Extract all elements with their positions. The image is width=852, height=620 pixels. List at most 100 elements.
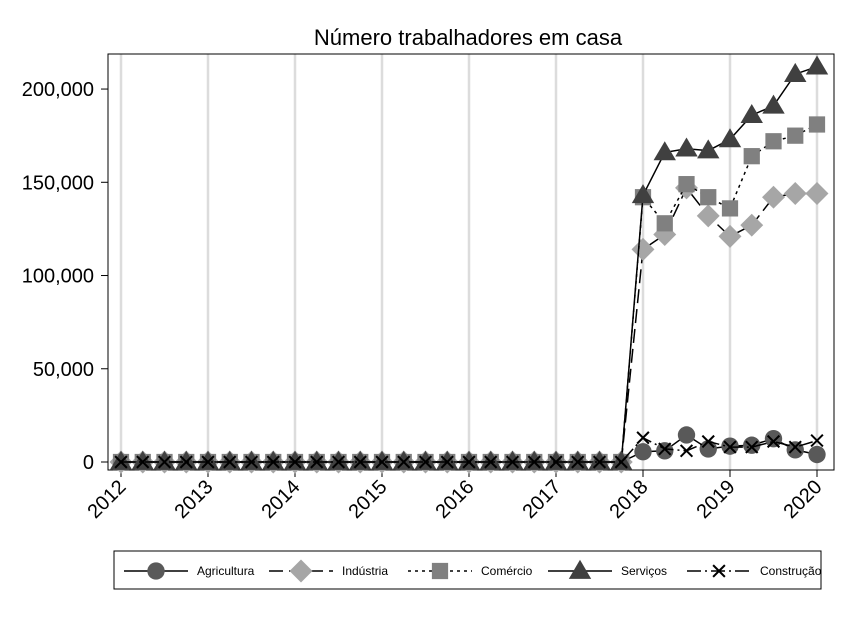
data-point-construcao bbox=[136, 455, 150, 469]
data-point-servicos bbox=[610, 450, 633, 470]
data-point-servicos bbox=[218, 450, 241, 470]
data-point-comercio bbox=[656, 215, 673, 232]
data-point-industria bbox=[783, 181, 807, 205]
legend-label-construcao: Construção bbox=[760, 564, 822, 578]
data-point-construcao bbox=[484, 455, 498, 469]
legend-marker-construcao bbox=[712, 564, 726, 578]
data-point-servicos bbox=[566, 450, 589, 470]
data-point-servicos bbox=[784, 62, 807, 82]
data-point-construcao bbox=[157, 455, 172, 469]
data-point-comercio bbox=[678, 176, 695, 193]
data-point-servicos bbox=[436, 450, 459, 470]
data-point-construcao bbox=[788, 440, 802, 454]
data-point-servicos bbox=[283, 450, 307, 470]
data-point-servicos bbox=[805, 55, 829, 75]
data-point-servicos bbox=[588, 450, 611, 470]
legend-label-industria: Indústria bbox=[342, 564, 388, 578]
grid-lines bbox=[119, 54, 819, 470]
data-point-construcao bbox=[440, 455, 454, 469]
data-point-construcao bbox=[397, 455, 411, 469]
data-point-agricultura bbox=[786, 441, 804, 459]
x-tick-label: 2012 bbox=[84, 476, 131, 523]
legend-item-industria: Indústria bbox=[269, 559, 388, 583]
x-tick-label: 2013 bbox=[171, 476, 218, 523]
data-point-construcao bbox=[505, 455, 520, 469]
data-point-construcao bbox=[114, 455, 128, 469]
data-point-comercio bbox=[765, 133, 782, 150]
data-point-agricultura bbox=[808, 445, 826, 464]
data-point-servicos bbox=[175, 450, 198, 470]
data-point-servicos bbox=[109, 450, 133, 470]
legend-marker-comercio bbox=[431, 562, 449, 580]
data-point-comercio bbox=[721, 200, 739, 217]
legend-label-comercio: Comércio bbox=[481, 564, 533, 578]
data-point-servicos bbox=[131, 450, 154, 470]
data-point-servicos bbox=[414, 450, 437, 470]
x-tick-label: 2016 bbox=[432, 476, 479, 523]
data-point-construcao bbox=[658, 442, 672, 456]
data-point-construcao bbox=[179, 455, 193, 469]
data-point-construcao bbox=[266, 455, 280, 469]
data-point-construcao bbox=[549, 455, 563, 469]
legend-marker-servicos bbox=[568, 559, 592, 579]
data-point-servicos bbox=[370, 450, 394, 470]
data-point-servicos bbox=[327, 450, 350, 470]
legend-marker-industria bbox=[289, 559, 313, 583]
data-point-servicos bbox=[153, 450, 176, 470]
data-point-construcao bbox=[244, 455, 259, 469]
data-point-agricultura bbox=[656, 442, 674, 460]
data-point-servicos bbox=[762, 94, 785, 114]
data-point-construcao bbox=[418, 455, 433, 469]
data-point-agricultura bbox=[677, 426, 696, 444]
data-point-comercio bbox=[787, 127, 804, 144]
data-point-industria bbox=[740, 213, 764, 237]
data-point-servicos bbox=[262, 450, 285, 470]
data-point-construcao bbox=[201, 455, 215, 469]
data-point-servicos bbox=[305, 450, 328, 470]
data-point-industria bbox=[631, 237, 655, 261]
data-point-servicos bbox=[653, 141, 676, 161]
data-point-construcao bbox=[592, 455, 607, 469]
legend-item-agricultura: Agricultura bbox=[124, 562, 255, 580]
data-point-construcao bbox=[331, 455, 346, 469]
data-point-agricultura bbox=[743, 436, 761, 454]
data-point-construcao bbox=[810, 433, 824, 448]
data-point-servicos bbox=[740, 103, 763, 123]
data-point-servicos bbox=[240, 450, 263, 470]
data-point-servicos bbox=[479, 450, 502, 470]
data-point-servicos bbox=[697, 139, 720, 159]
data-point-agricultura bbox=[764, 430, 783, 448]
data-point-servicos bbox=[675, 137, 698, 157]
data-point-servicos bbox=[501, 450, 524, 470]
legend-item-construcao: Construção bbox=[687, 564, 822, 578]
series-layer bbox=[109, 55, 829, 474]
y-tick-label: 150,000 bbox=[22, 172, 94, 194]
y-tick-label: 50,000 bbox=[33, 359, 94, 381]
data-point-servicos bbox=[631, 184, 655, 204]
data-point-construcao bbox=[745, 440, 759, 454]
x-tick-label: 2019 bbox=[693, 476, 740, 523]
x-tick-label: 2014 bbox=[258, 476, 305, 523]
data-point-construcao bbox=[679, 444, 694, 458]
data-point-construcao bbox=[462, 455, 476, 469]
data-point-construcao bbox=[223, 455, 237, 469]
data-point-servicos bbox=[457, 450, 481, 470]
x-tick-label: 2017 bbox=[519, 476, 566, 523]
data-point-servicos bbox=[392, 450, 415, 470]
data-point-construcao bbox=[636, 431, 650, 445]
y-tick-label: 200,000 bbox=[22, 79, 94, 101]
x-tick-label: 2015 bbox=[345, 476, 392, 523]
data-point-industria bbox=[696, 204, 720, 228]
data-point-construcao bbox=[614, 455, 628, 469]
data-point-servicos bbox=[196, 450, 220, 470]
data-point-agricultura bbox=[634, 443, 652, 461]
data-point-construcao bbox=[766, 434, 781, 449]
x-tick-label: 2018 bbox=[606, 476, 653, 523]
y-tick-label: 100,000 bbox=[22, 266, 94, 288]
legend-label-agricultura: Agricultura bbox=[197, 564, 255, 578]
legend-item-servicos: Serviços bbox=[548, 559, 667, 579]
legend-item-comercio: Comércio bbox=[408, 562, 533, 580]
data-point-servicos bbox=[349, 450, 372, 470]
data-point-comercio bbox=[743, 148, 760, 165]
series-construcao bbox=[114, 431, 824, 469]
